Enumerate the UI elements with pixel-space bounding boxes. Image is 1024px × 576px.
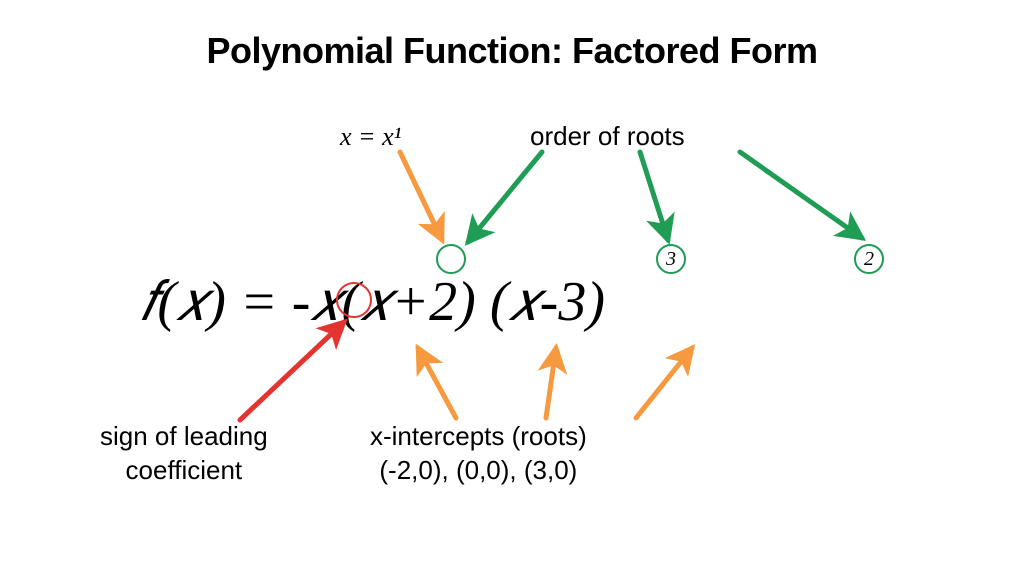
arrow xyxy=(640,152,668,240)
xint-line2: (-2,0), (0,0), (3,0) xyxy=(379,455,577,485)
exponent-circle-3: 3 xyxy=(656,244,686,274)
arrow xyxy=(240,322,344,420)
annotation-x-equals-x1: x = x¹ xyxy=(340,120,401,154)
page-title: Polynomial Function: Factored Form xyxy=(0,30,1024,72)
arrow xyxy=(740,152,862,238)
exponent-circle-2: 2 xyxy=(854,244,884,274)
polynomial-equation: 𝑓(𝑥) = -𝑥(𝑥+2) (𝑥-3) xyxy=(140,270,605,335)
exponent-3-value: 3 xyxy=(666,248,676,271)
minus-sign-circle xyxy=(336,282,372,318)
annotation-order-of-roots: order of roots xyxy=(530,120,685,154)
sign-line2: coefficient xyxy=(126,455,243,485)
exponent-circle-blank xyxy=(436,244,466,274)
arrow xyxy=(636,348,692,418)
arrow xyxy=(468,152,542,242)
exponent-2-value: 2 xyxy=(864,248,874,271)
equation-lhs: 𝑓(𝑥) = xyxy=(140,271,292,333)
arrow xyxy=(418,348,456,418)
equation-minus: - xyxy=(292,271,311,333)
annotation-x-intercepts: x-intercepts (roots) (-2,0), (0,0), (3,0… xyxy=(370,420,587,488)
arrow xyxy=(400,152,442,240)
sign-line1: sign of leading xyxy=(100,421,268,451)
arrow xyxy=(546,348,556,418)
annotation-sign-of-leading-coefficient: sign of leading coefficient xyxy=(100,420,268,488)
xint-line1: x-intercepts (roots) xyxy=(370,421,587,451)
